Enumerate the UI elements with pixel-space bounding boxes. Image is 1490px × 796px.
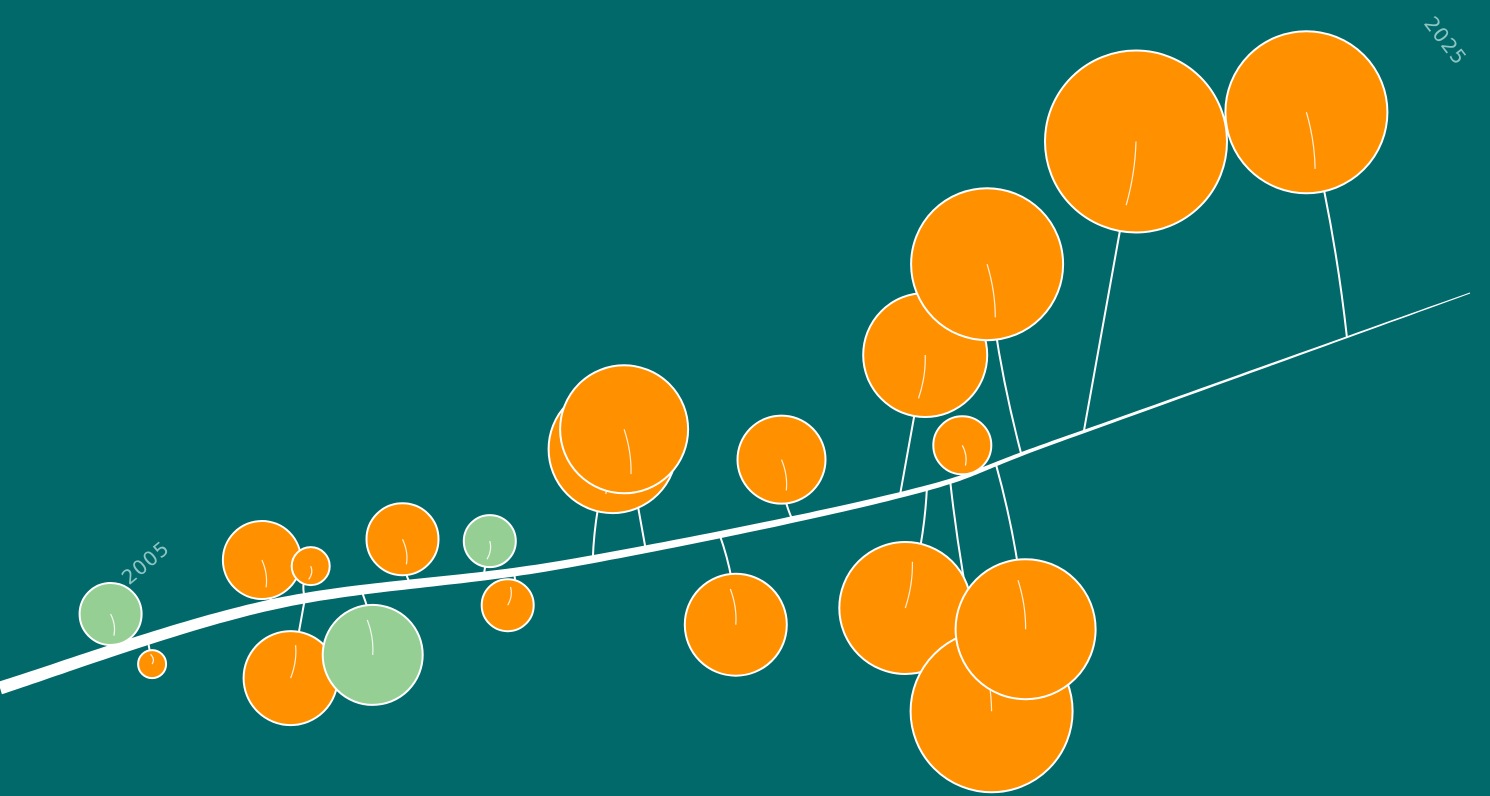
bubble-fiber-20 (1305, 112, 1316, 169)
bubbles-layer (78, 30, 1389, 794)
bubble-fiber-17 (1017, 580, 1027, 630)
bubble-fiber-3 (308, 565, 313, 580)
bubble-fiber-8 (507, 586, 512, 606)
bubble-fiber-13 (917, 354, 926, 399)
bubble-fiber-0 (110, 613, 116, 636)
bubble-fiber-1 (150, 653, 154, 665)
bubble-fiber-16 (961, 445, 967, 466)
bubble-fiber-10 (623, 429, 632, 475)
bubble-fiber-19 (1125, 141, 1137, 206)
bubble-fiber-6 (401, 538, 408, 565)
bubble-fiber-7 (486, 540, 492, 560)
bubble-fiber-2 (261, 559, 268, 588)
bubble-fiber-11 (729, 588, 737, 625)
bubble-fiber-5 (366, 619, 374, 655)
bubble-fiber-4 (290, 645, 297, 679)
timeline-ribbon (0, 292, 1471, 695)
bubble-fiber-12 (780, 459, 788, 491)
bubble-fiber-14 (904, 561, 914, 609)
bubble-fiber-18 (986, 264, 996, 318)
